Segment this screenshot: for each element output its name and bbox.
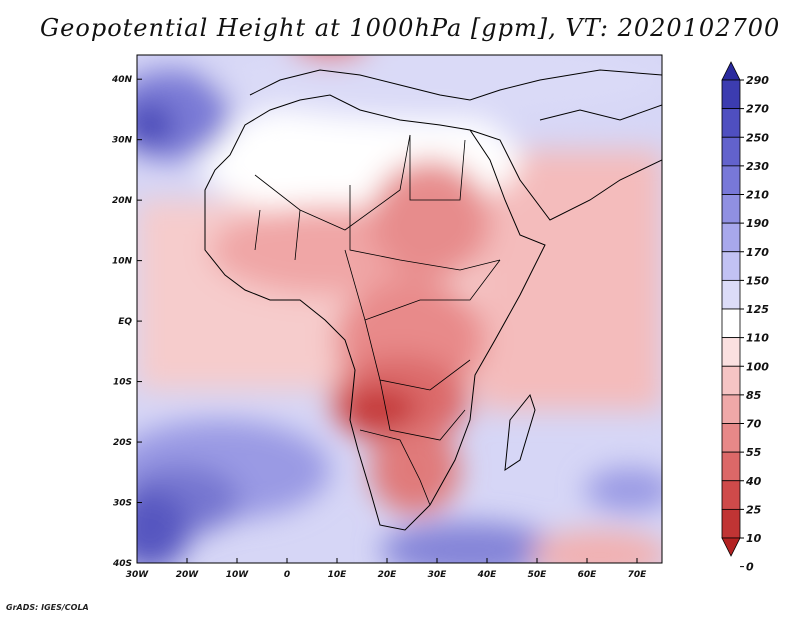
colorbar-label: 270 xyxy=(746,103,769,116)
lat-tick-label: 30S xyxy=(113,499,132,509)
colorbar-bottom-arrow xyxy=(721,537,741,557)
colorbar-label: 210 xyxy=(746,189,769,202)
colorbar-swatch xyxy=(721,337,741,367)
colorbar-label: 70 xyxy=(746,418,762,431)
colorbar-swatch xyxy=(721,451,741,482)
colorbar-swatch xyxy=(721,508,741,539)
colorbar-label: 40 xyxy=(745,475,762,488)
colorbar-swatch xyxy=(721,365,741,396)
colorbar-swatch xyxy=(721,136,741,167)
lon-tick-label: 30E xyxy=(428,570,448,580)
lat-tick-label: 10N xyxy=(112,257,133,267)
colorbar-label: 85 xyxy=(746,389,762,402)
grads-credit: GrADS: IGES/COLA xyxy=(6,603,89,612)
colorbar-swatch xyxy=(721,108,741,138)
lon-tick-label: 30W xyxy=(126,570,150,580)
colorbar-label: 100 xyxy=(746,360,769,373)
lon-tick-label: 20E xyxy=(378,570,398,580)
lat-tick-label: 20N xyxy=(112,196,133,206)
lat-tick-label: EQ xyxy=(118,317,132,327)
colorbar-swatch xyxy=(721,194,741,224)
lon-tick-label: 10W xyxy=(226,570,250,580)
colorbar-label: 55 xyxy=(746,446,762,459)
lat-tick-label: 40N xyxy=(111,75,133,85)
lat-tick-label: 10S xyxy=(113,378,132,388)
height-field xyxy=(137,55,662,563)
colorbar-label: 0 xyxy=(746,561,754,574)
lon-tick-label: 50E xyxy=(528,570,548,580)
colorbar-swatch xyxy=(721,308,741,339)
colorbar-label: 10 xyxy=(746,532,762,545)
colorbar-swatch xyxy=(721,480,741,510)
colorbar-label: 250 xyxy=(746,131,769,144)
lon-tick-label: 20W xyxy=(176,570,200,580)
lon-tick-label: 70E xyxy=(628,570,648,580)
lon-tick-label: 0 xyxy=(284,570,290,580)
longitude-axis: 30W 20W 10W 0 10E 20E 30E 40E 50E 60E 70E xyxy=(126,558,647,580)
colorbar-label: 25 xyxy=(746,503,762,516)
latitude-axis: 40N 30N 20N 10N EQ 10S 20S 30S 40S xyxy=(111,75,142,569)
colorbar-swatch xyxy=(721,222,741,253)
lon-tick-label: 40E xyxy=(477,570,498,580)
coastlines xyxy=(204,69,662,531)
map-frame xyxy=(136,54,663,564)
colorbar-label: 110 xyxy=(746,332,769,345)
lon-tick-label: 10E xyxy=(328,570,348,580)
lat-tick-label: 20S xyxy=(113,438,132,448)
colorbar: 2902702502302101901701501251101008570554… xyxy=(721,61,769,574)
country-borders xyxy=(254,134,501,506)
colorbar-swatch xyxy=(721,423,741,453)
colorbar-swatch xyxy=(721,394,741,424)
colorbar-label: 290 xyxy=(746,74,769,87)
lat-tick-label: 30N xyxy=(112,136,133,146)
colorbar-swatch xyxy=(721,251,741,281)
colorbar-swatch xyxy=(721,279,741,310)
lon-tick-label: 60E xyxy=(578,570,598,580)
lat-tick-label: 40S xyxy=(112,559,132,569)
colorbar-label: 230 xyxy=(746,160,769,173)
colorbar-label: 190 xyxy=(746,217,769,230)
map-title: Geopotential Height at 1000hPa [gpm], VT… xyxy=(40,14,781,42)
colorbar-top-arrow xyxy=(721,61,741,81)
colorbar-label: 170 xyxy=(746,246,769,259)
colorbar-swatch xyxy=(721,165,741,195)
colorbar-label: 150 xyxy=(746,274,769,287)
colorbar-swatch xyxy=(721,79,741,110)
colorbar-label: 125 xyxy=(746,303,769,316)
